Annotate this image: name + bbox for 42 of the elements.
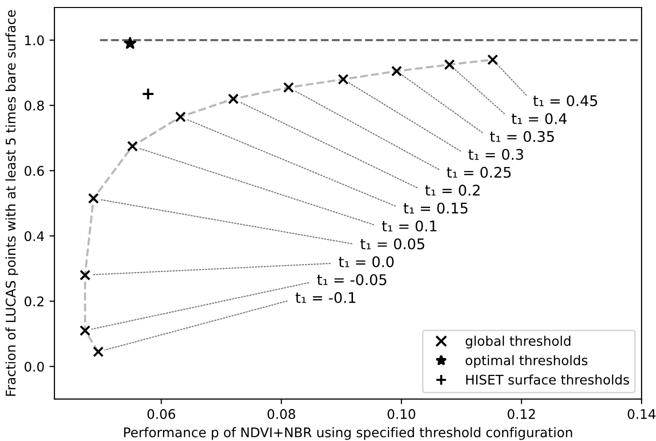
y-tick-label: 0.6 <box>24 166 44 176</box>
annotation: t₁ = 0.25 <box>446 166 511 178</box>
x-axis-title: Performance p of NDVI+NBR using specified threshold configuration <box>124 427 572 440</box>
y-tick-label: 0.0 <box>24 362 44 372</box>
annotation: t₁ = 0.0 <box>338 256 394 268</box>
y-tick-label: 0.4 <box>24 231 44 242</box>
point <box>80 270 90 281</box>
point <box>487 54 498 66</box>
point <box>175 111 186 122</box>
point <box>80 325 90 336</box>
x-tick-label: 0.06 <box>147 409 176 420</box>
legend-label: HISET surface thresholds <box>466 374 630 385</box>
annotation: t₁ = 0.15 <box>404 202 468 214</box>
point <box>228 93 239 104</box>
annotation: t₁ = 0.35 <box>490 130 554 142</box>
annotation: t₁ = 0.45 <box>533 95 598 106</box>
y-tick-label: 0.8 <box>24 100 44 111</box>
x-tick-label: 0.14 <box>628 409 656 420</box>
annotation: t₁ = 0.1 <box>382 220 436 232</box>
y-tick-label: 1.0 <box>25 35 44 46</box>
point <box>444 59 455 70</box>
point <box>142 88 155 100</box>
point <box>391 66 402 77</box>
point <box>92 346 104 358</box>
legend-label: global threshold <box>466 336 570 348</box>
x-tick-label: 0.12 <box>508 409 535 420</box>
point <box>88 192 99 204</box>
point <box>124 36 136 49</box>
point <box>338 74 349 85</box>
point <box>127 140 138 152</box>
annotation: t₁ = 0.2 <box>425 184 480 196</box>
x-tick-label: 0.10 <box>388 409 416 420</box>
y-tick-label: 0.2 <box>24 296 44 306</box>
point <box>283 82 294 93</box>
x-tick-label: 0.08 <box>268 409 296 420</box>
annotation: t₁ = 0.05 <box>360 238 424 250</box>
legend-label: optimal thresholds <box>466 355 588 368</box>
annotation: t₁ = -0.1 <box>296 292 356 304</box>
annotation: t₁ = -0.05 <box>317 274 386 286</box>
annotation: t₁ = 0.3 <box>468 148 524 160</box>
y-axis-title: Fraction of LUCAS points with at least 5 times bare surface <box>5 10 18 396</box>
annotation: t₁ = 0.4 <box>512 113 567 124</box>
